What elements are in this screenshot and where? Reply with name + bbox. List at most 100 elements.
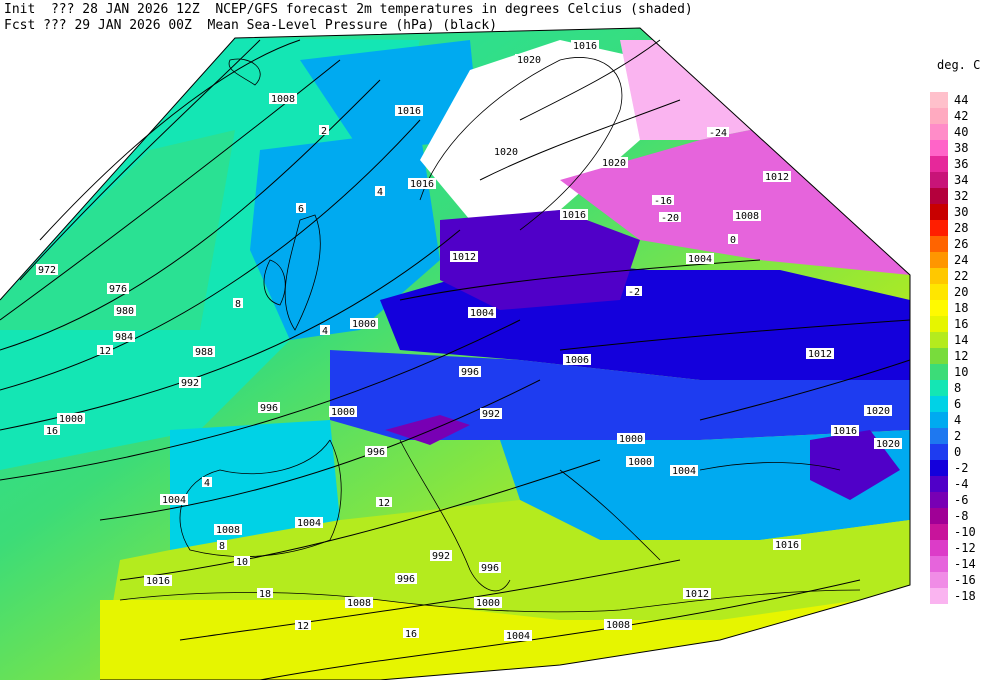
- legend-item: 26: [930, 236, 1000, 252]
- legend-label: 8: [954, 381, 962, 395]
- isobar-label: 980: [114, 305, 136, 317]
- legend-item: 30: [930, 204, 1000, 220]
- isobar-label: 972: [36, 264, 58, 276]
- legend-swatch: [930, 300, 948, 316]
- legend-swatch: [930, 284, 948, 300]
- svg-text:1020: 1020: [866, 406, 890, 417]
- legend-label: 6: [954, 397, 962, 411]
- isobar-label: 1000: [626, 456, 654, 468]
- svg-text:1016: 1016: [775, 540, 799, 551]
- svg-text:1016: 1016: [146, 576, 170, 587]
- temp-label: 8: [217, 540, 227, 552]
- svg-text:16: 16: [405, 629, 417, 640]
- legend-label: 38: [954, 141, 969, 155]
- legend-item: -18: [930, 588, 1000, 604]
- legend-item: 32: [930, 188, 1000, 204]
- legend-item: 2: [930, 428, 1000, 444]
- temp-label: 12: [295, 620, 311, 632]
- isobar-label: 996: [479, 562, 501, 574]
- fcst-line: Fcst ??? 29 JAN 2026 00Z Mean Sea-Level …: [4, 18, 498, 33]
- legend-swatch: [930, 172, 948, 188]
- temp-label: 12: [97, 345, 113, 357]
- svg-text:18: 18: [259, 589, 271, 600]
- legend-swatch: [930, 108, 948, 124]
- isobar-label: 1004: [686, 253, 714, 265]
- legend-item: 38: [930, 140, 1000, 156]
- legend-label: 30: [954, 205, 969, 219]
- temp-label: 8: [233, 298, 243, 310]
- legend-swatch: [930, 572, 948, 588]
- legend-item: -10: [930, 524, 1000, 540]
- svg-text:10: 10: [236, 557, 248, 568]
- legend-item: 28: [930, 220, 1000, 236]
- svg-text:1008: 1008: [735, 211, 759, 222]
- legend-label: 28: [954, 221, 969, 235]
- isobar-label: 1000: [474, 597, 502, 609]
- temp-label: 4: [320, 325, 330, 337]
- legend-label: -10: [954, 525, 976, 539]
- isobar-label: 1016: [395, 105, 423, 117]
- legend-item: -16: [930, 572, 1000, 588]
- legend-item: 20: [930, 284, 1000, 300]
- isobar-label: 1020: [492, 146, 520, 158]
- svg-text:1004: 1004: [672, 466, 696, 477]
- isobar-label: 1000: [329, 406, 357, 418]
- legend-swatch: [930, 412, 948, 428]
- temp-label: -24: [707, 127, 729, 139]
- svg-text:1016: 1016: [562, 210, 586, 221]
- svg-text:1012: 1012: [685, 589, 709, 600]
- legend-swatch: [930, 140, 948, 156]
- legend-label: 32: [954, 189, 969, 203]
- temp-label: 16: [44, 425, 60, 437]
- init-line: Init ??? 28 JAN 2026 12Z NCEP/GFS foreca…: [4, 2, 693, 17]
- legend-label: 22: [954, 269, 969, 283]
- isobar-label: 1016: [571, 40, 599, 52]
- svg-text:1008: 1008: [271, 94, 295, 105]
- isobar-label: 996: [258, 402, 280, 414]
- legend-swatch: [930, 124, 948, 140]
- legend-item: 0: [930, 444, 1000, 460]
- legend-item: -12: [930, 540, 1000, 556]
- legend-item: -4: [930, 476, 1000, 492]
- isobar-label: 1004: [670, 465, 698, 477]
- svg-text:996: 996: [461, 367, 479, 378]
- isobar-label: 1016: [144, 575, 172, 587]
- isobar-label: 1016: [408, 178, 436, 190]
- svg-text:1012: 1012: [452, 252, 476, 263]
- isobar-label: 1020: [515, 54, 543, 66]
- legend-item: 8: [930, 380, 1000, 396]
- legend-swatch: [930, 508, 948, 524]
- legend-item: 40: [930, 124, 1000, 140]
- svg-text:12: 12: [99, 346, 111, 357]
- svg-text:1000: 1000: [628, 457, 652, 468]
- svg-text:1008: 1008: [347, 598, 371, 609]
- legend-swatch: [930, 444, 948, 460]
- svg-text:4: 4: [204, 478, 210, 489]
- isobar-label: 1008: [214, 524, 242, 536]
- svg-text:1016: 1016: [833, 426, 857, 437]
- legend-swatch: [930, 252, 948, 268]
- temp-label: 12: [376, 497, 392, 509]
- legend-label: 2: [954, 429, 962, 443]
- svg-text:1012: 1012: [808, 349, 832, 360]
- isobar-label: 1008: [733, 210, 761, 222]
- svg-text:996: 996: [397, 574, 415, 585]
- temp-label: 2: [319, 125, 329, 137]
- svg-text:984: 984: [115, 332, 133, 343]
- isobar-label: 1016: [773, 539, 801, 551]
- isobar-label: 1020: [600, 157, 628, 169]
- isobar-label: 1008: [604, 619, 632, 631]
- legend-label: 10: [954, 365, 969, 379]
- legend-swatch: [930, 428, 948, 444]
- isobar-label: 1016: [560, 209, 588, 221]
- isobar-label: 992: [480, 408, 502, 420]
- svg-text:8: 8: [235, 299, 241, 310]
- svg-text:1004: 1004: [688, 254, 712, 265]
- svg-text:972: 972: [38, 265, 56, 276]
- legend-label: 14: [954, 333, 969, 347]
- isobar-label: 1012: [683, 588, 711, 600]
- temperature-labels: 2 4 6 8 4 4 8 16 12 10 12 16 18 12 -16 -…: [44, 125, 738, 640]
- legend-label: -8: [954, 509, 969, 523]
- isobar-label: 1008: [269, 93, 297, 105]
